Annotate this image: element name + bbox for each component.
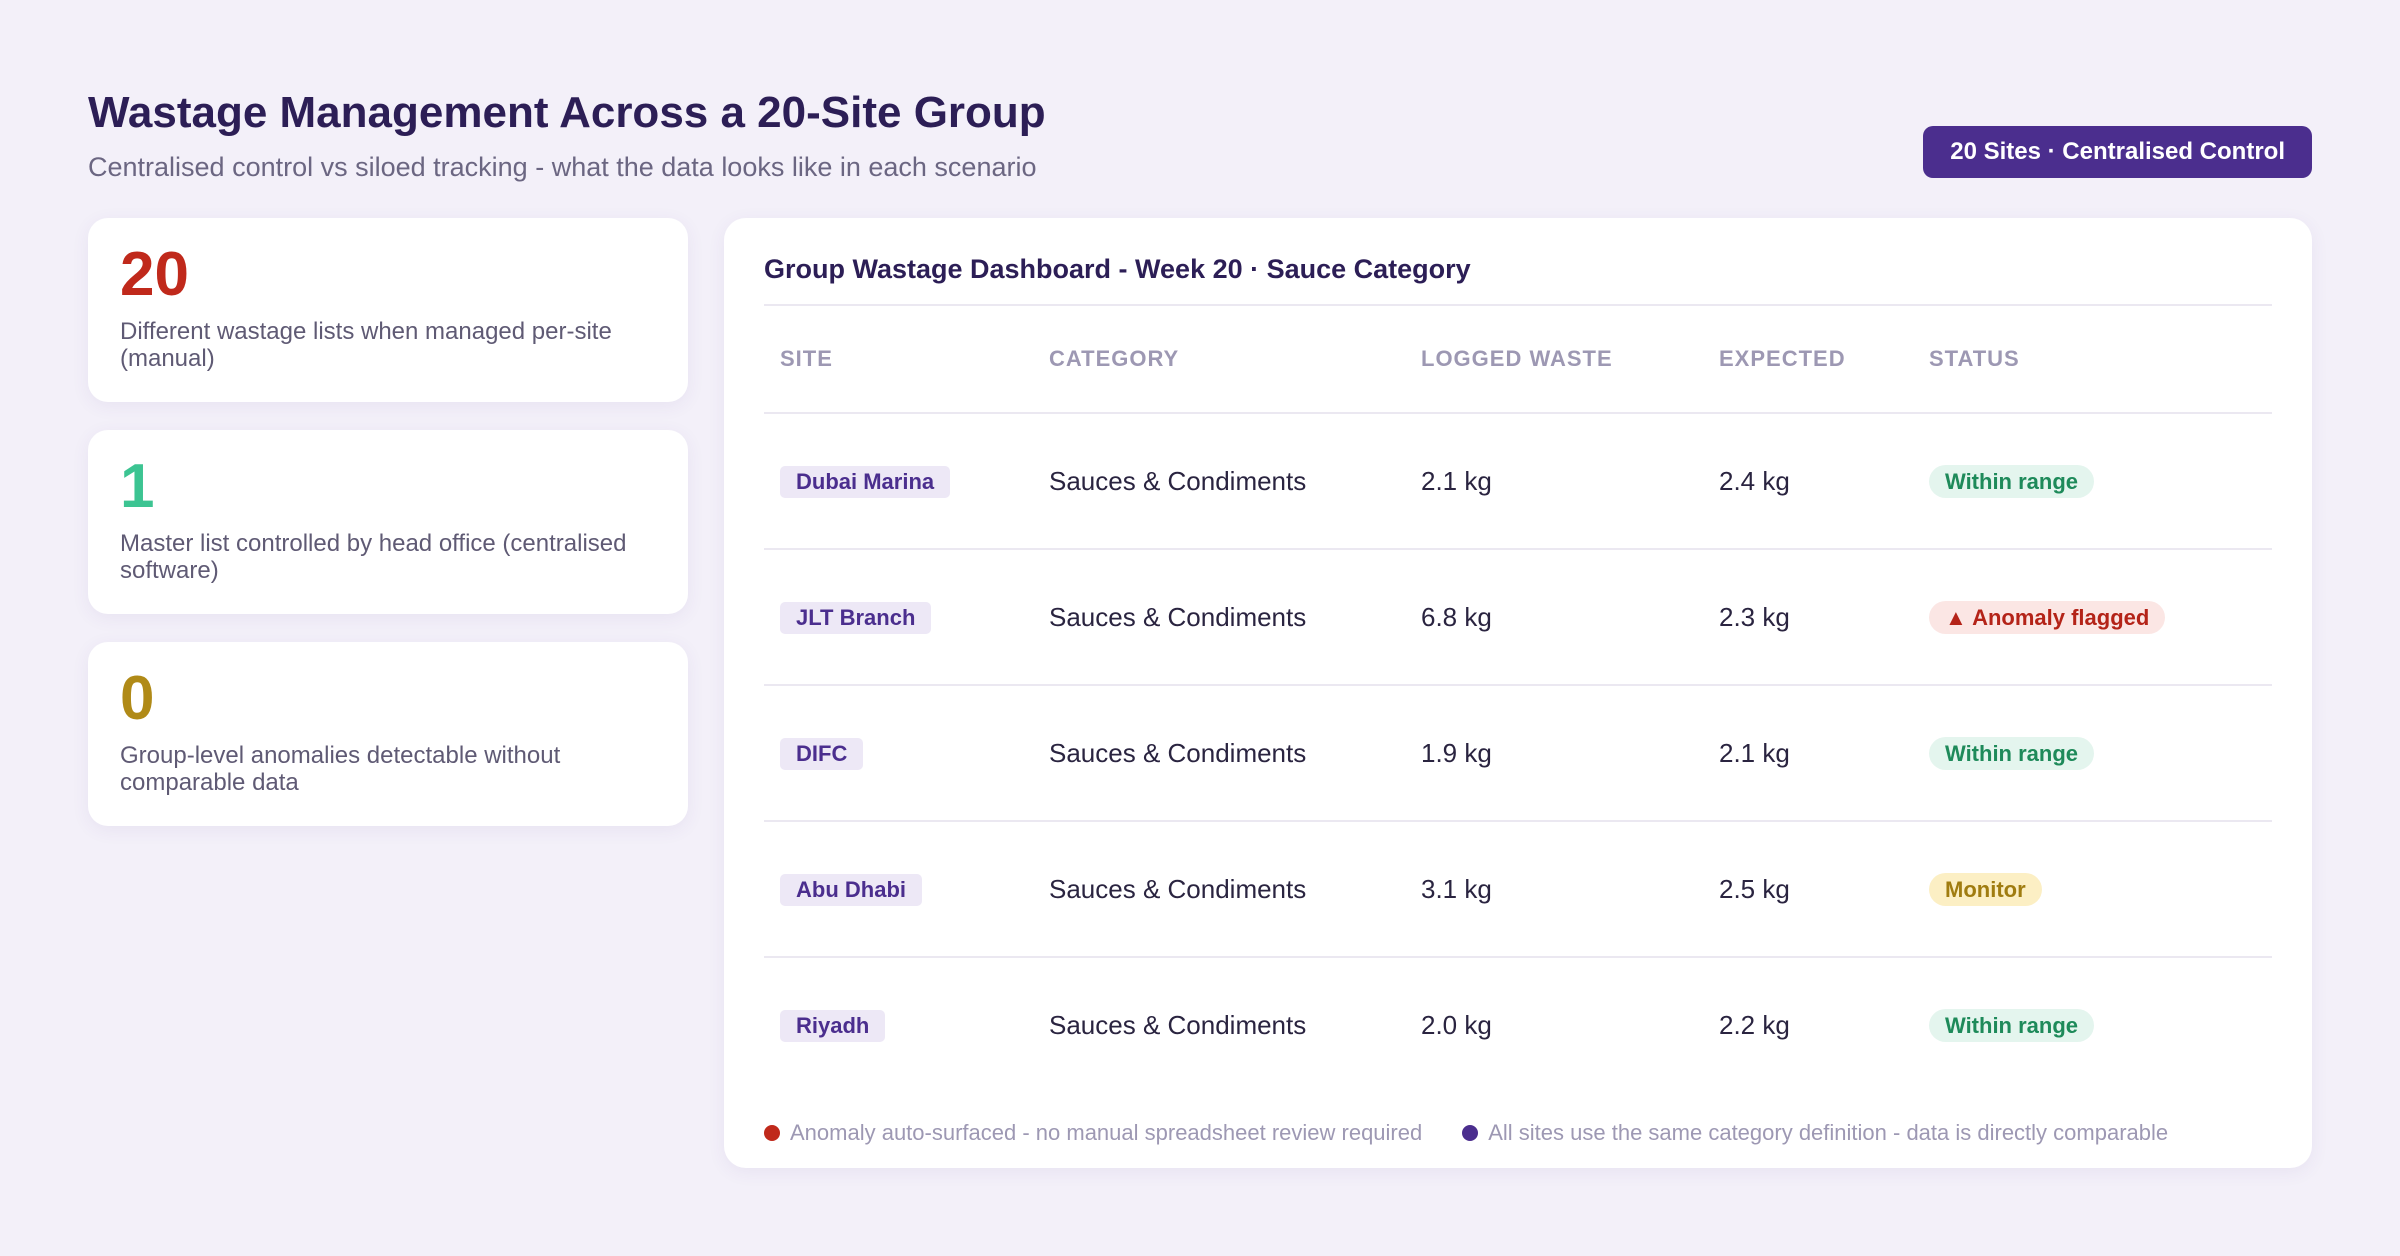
expected-cell: 2.4 kg: [1703, 413, 1913, 550]
expected-cell: 2.3 kg: [1703, 549, 1913, 686]
column-header-logged-waste[interactable]: LOGGED WASTE: [1405, 306, 1703, 414]
page-header: Wastage Management Across a 20-Site Grou…: [88, 86, 2312, 184]
column-header-site[interactable]: SITE: [764, 306, 1033, 414]
status-badge: Within range: [1929, 464, 2095, 498]
red-dot-icon: [764, 1125, 780, 1141]
status-badge: ▲ Anomaly flagged: [1929, 600, 2166, 634]
legend-item-comparable: All sites use the same category definiti…: [1462, 1120, 2168, 1146]
stat-card-master-list: 1 Master list controlled by head office …: [88, 430, 688, 614]
category-cell: Sauces & Condiments: [1033, 821, 1405, 958]
legend-text: All sites use the same category definiti…: [1488, 1120, 2169, 1145]
status-badge: Monitor: [1929, 872, 2042, 906]
logged-waste-cell: 3.1 kg: [1405, 821, 1703, 958]
site-chip[interactable]: DIFC: [780, 737, 864, 770]
expected-cell: 2.5 kg: [1703, 821, 1913, 958]
site-chip[interactable]: Dubai Marina: [780, 465, 951, 498]
sites-badge: 20 Sites · Centralised Control: [1923, 126, 2312, 178]
stat-value: 20: [120, 240, 189, 309]
stat-value: 0: [120, 664, 155, 733]
category-cell: Sauces & Condiments: [1049, 1009, 1307, 1040]
legend-text: Anomaly auto-surfaced - no manual spread…: [790, 1120, 1423, 1145]
table-row[interactable]: Riyadh Sauces & Condiments 2.0 kg 2.2 kg…: [764, 957, 2272, 1092]
purple-dot-icon: [1462, 1125, 1479, 1141]
legend-item-anomaly: Anomaly auto-surfaced - no manual spread…: [764, 1120, 1422, 1146]
logged-waste-cell: 1.9 kg: [1405, 685, 1703, 822]
stat-label: Group-level anomalies detectable without…: [120, 742, 561, 796]
category-cell: Sauces & Condiments: [1033, 413, 1405, 550]
table-row[interactable]: Abu Dhabi Sauces & Condiments 3.1 kg 2.5…: [764, 821, 2272, 958]
status-badge: Within range: [1929, 1008, 2095, 1042]
logged-waste-cell: 2.1 kg: [1405, 413, 1703, 550]
page-subtitle: Centralised control vs siloed tracking -…: [88, 152, 1037, 182]
column-header-expected[interactable]: EXPECTED: [1703, 306, 1913, 414]
column-header-status[interactable]: STATUS: [1913, 306, 2272, 414]
logged-waste-cell: 2.0 kg: [1421, 1009, 1492, 1040]
page-title: Wastage Management Across a 20-Site Grou…: [88, 88, 1046, 137]
dashboard-legend: Anomaly auto-surfaced - no manual spread…: [764, 1120, 2272, 1146]
category-cell: Sauces & Condiments: [1033, 549, 1405, 686]
table-row[interactable]: JLT Branch Sauces & Condiments 6.8 kg 2.…: [764, 549, 2272, 686]
wastage-dashboard-panel: Group Wastage Dashboard - Week 20 · Sauc…: [724, 218, 2312, 1168]
category-cell: Sauces & Condiments: [1033, 685, 1405, 822]
wastage-table: SITE CATEGORY LOGGED WASTE EXPECTED STAT…: [764, 306, 2272, 1092]
stat-label: Master list controlled by head office (c…: [120, 530, 627, 584]
status-badge: Within range: [1929, 736, 2095, 770]
table-header-row: SITE CATEGORY LOGGED WASTE EXPECTED STAT…: [764, 306, 2272, 414]
expected-cell: 2.2 kg: [1719, 1009, 1790, 1040]
stat-card-anomalies: 0 Group-level anomalies detectable witho…: [88, 642, 688, 826]
stat-label: Different wastage lists when managed per…: [120, 318, 612, 372]
expected-cell: 2.1 kg: [1703, 685, 1913, 822]
logged-waste-cell: 6.8 kg: [1405, 549, 1703, 686]
stat-value: 1: [120, 452, 155, 521]
stat-card-manual-lists: 20 Different wastage lists when managed …: [88, 218, 688, 402]
column-header-category[interactable]: CATEGORY: [1033, 306, 1405, 414]
table-row[interactable]: DIFC Sauces & Condiments 1.9 kg 2.1 kg W…: [764, 685, 2272, 822]
site-chip[interactable]: Riyadh: [780, 1009, 886, 1042]
site-chip[interactable]: Abu Dhabi: [780, 873, 922, 906]
site-chip[interactable]: JLT Branch: [780, 601, 932, 634]
table-row[interactable]: Dubai Marina Sauces & Condiments 2.1 kg …: [764, 413, 2272, 550]
dashboard-title: Group Wastage Dashboard - Week 20 · Sauc…: [764, 218, 2272, 306]
